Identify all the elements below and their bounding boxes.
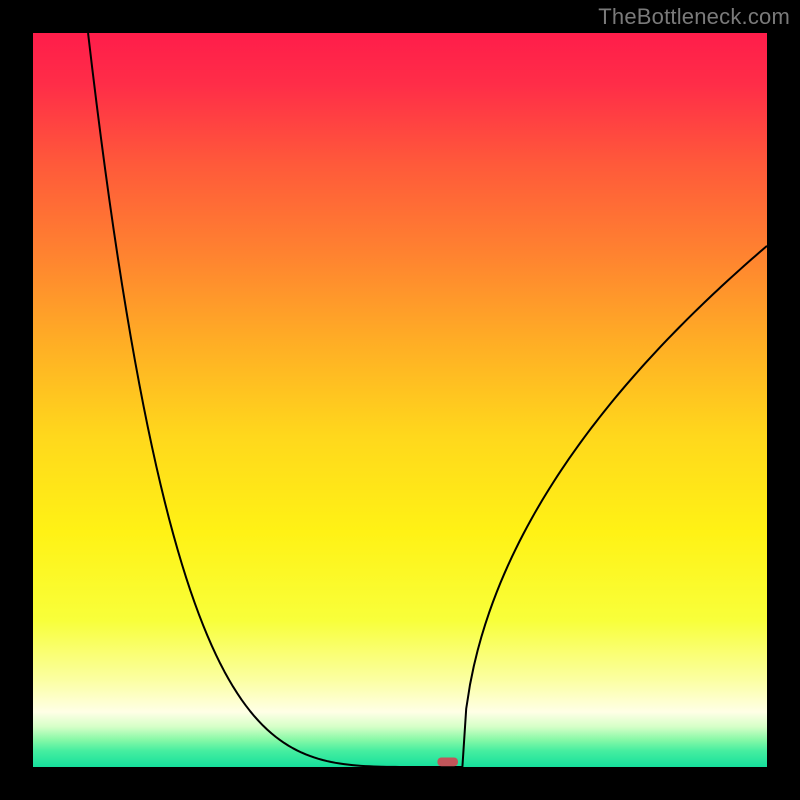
minimum-marker: [437, 757, 458, 766]
chart-container: TheBottleneck.com: [0, 0, 800, 800]
watermark-label: TheBottleneck.com: [598, 4, 790, 30]
bottleneck-chart: [0, 0, 800, 800]
